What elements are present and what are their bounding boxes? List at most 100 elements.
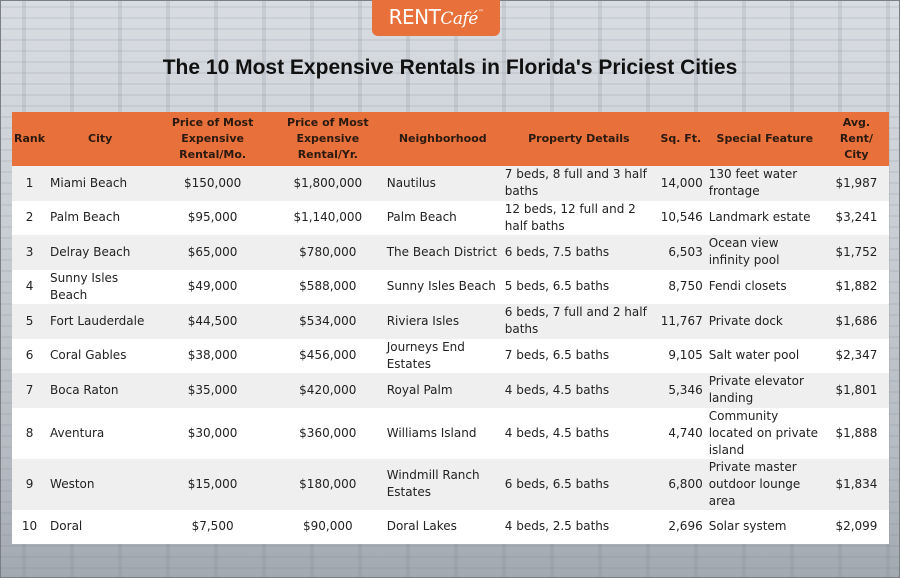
header-price-month: Price of Most Expensive Rental/Mo. [171,116,254,161]
header-property-details: Property Details [528,132,630,145]
cell-neighborhood: Journeys End Estates [386,339,465,371]
cell-special-feature: Private master outdoor lounge area [708,459,801,508]
header-avg-rent: Avg. Rent/ City [839,116,873,161]
cell-price-month: $15,000 [187,476,238,491]
cell-sq-ft: 6,800 [668,476,703,491]
rentcafe-logo: RENTCafé™ [372,0,500,36]
cell-rank: 10 [21,519,38,534]
cell-price-year: $360,000 [299,425,357,440]
cell-avg-rent: $1,834 [835,476,878,491]
cell-sq-ft: 9,105 [668,348,703,363]
cell-property-details: 4 beds, 4.5 baths [504,425,610,440]
cell-sq-ft: 2,696 [668,519,703,534]
cell-price-month: $150,000 [183,175,242,190]
cell-rank: 5 [25,313,34,328]
cell-price-month: $30,000 [187,425,238,440]
cell-price-year: $180,000 [299,476,357,491]
table-row: 1 Miami Beach $150,000 $1,800,000 Nautilus 7 … [12,166,889,201]
table-row: 9 Weston $15,000 $180,000 Windmill Ranch Est… [12,458,889,510]
cell-avg-rent: $1,888 [835,425,878,440]
logo-rent: RENT [388,5,441,29]
cell-avg-rent: $2,347 [835,348,878,363]
cell-price-year: $90,000 [303,519,353,534]
cell-property-details: 6 beds, 7.5 baths [504,244,610,259]
table-header: Rank City Price of Most Expensive Rental/M… [12,112,889,166]
cell-city: Delray Beach [50,244,131,259]
header-city: City [88,132,113,145]
cell-special-feature: Ocean view infinity pool [708,236,780,268]
cell-city: Palm Beach [50,210,121,225]
cell-price-year: $420,000 [299,382,357,397]
cell-neighborhood: Royal Palm [386,382,453,397]
table-row: 5 Fort Lauderdale $44,500 $534,000 Riviera I… [12,304,889,339]
table-row: 7 Boca Raton $35,000 $420,000 Royal Palm 4 be… [12,373,889,408]
cell-price-month: $95,000 [187,210,238,225]
header-neighborhood: Neighborhood [398,132,487,145]
cell-rank: 2 [25,210,34,225]
cell-neighborhood: Windmill Ranch Estates [386,468,480,499]
cell-city: Coral Gables [50,348,127,363]
cell-neighborhood: Nautilus [386,175,436,190]
table-row: 3 Delray Beach $65,000 $780,000 The Beach Di… [12,235,889,270]
page-title: The 10 Most Expensive Rentals in Florida… [162,56,738,79]
cell-special-feature: Salt water pool [708,348,800,363]
cell-property-details: 4 beds, 4.5 baths [504,382,610,397]
cell-price-month: $7,500 [191,519,234,534]
cell-city: Miami Beach [50,175,128,190]
cell-avg-rent: $3,241 [835,210,878,225]
cell-neighborhood: Palm Beach [386,210,457,225]
cell-neighborhood: Williams Island [386,425,477,440]
table-row: 8 Aventura $30,000 $360,000 Williams Island 4… [12,407,889,459]
table-row: 10 Doral $7,500 $90,000 Doral Lakes 4 beds, 2… [12,509,889,544]
header-rank: Rank [14,132,46,145]
cell-rank: 1 [25,175,34,190]
cell-special-feature: 130 feet water frontage [708,167,798,199]
cell-rank: 8 [25,425,34,440]
logo-tm: ™ [477,9,484,16]
header-special-feature: Special Feature [716,132,814,145]
rentals-table: Rank City Price of Most Expensive Rental/M… [12,112,889,544]
cell-city: Aventura [50,425,105,440]
header-price-year: Price of Most Expensive Rental/Yr. [287,116,369,161]
cell-city: Sunny Isles Beach [50,270,119,302]
cell-price-year: $1,140,000 [293,210,363,225]
cell-price-year: $456,000 [299,348,357,363]
cell-avg-rent: $1,987 [835,175,878,190]
cell-price-month: $35,000 [187,382,238,397]
cell-special-feature: Community located on private island [708,408,819,457]
cell-avg-rent: $2,099 [835,519,878,534]
cell-special-feature: Landmark estate [708,210,811,225]
cell-price-month: $65,000 [187,244,238,259]
cell-rank: 3 [25,244,34,259]
cell-price-month: $44,500 [187,313,238,328]
table-row: 4 Sunny Isles Beach $49,000 $588,000 Sunny I… [12,269,889,304]
cell-price-year: $534,000 [299,313,357,328]
header-sq-ft: Sq. Ft. [660,132,702,145]
cell-neighborhood: Doral Lakes [386,519,457,534]
cell-property-details: 4 beds, 2.5 baths [504,519,610,534]
cell-price-month: $49,000 [187,279,238,294]
table-row: 2 Palm Beach $95,000 $1,140,000 Palm Beach 12… [12,200,889,235]
cell-avg-rent: $1,801 [835,382,878,397]
cell-sq-ft: 8,750 [668,279,703,294]
cell-property-details: 6 beds, 7 full and 2 half baths [504,305,647,337]
cell-city: Boca Raton [50,382,119,397]
cell-price-year: $588,000 [299,279,357,294]
cell-avg-rent: $1,882 [835,279,878,294]
logo-cafe: Café [440,9,478,29]
cell-price-year: $780,000 [299,244,357,259]
cell-sq-ft: 10,546 [660,210,703,225]
cell-neighborhood: The Beach District [386,244,497,259]
cell-rank: 4 [25,279,34,294]
cell-sq-ft: 6,503 [668,244,703,259]
cell-city: Weston [50,476,95,491]
cell-avg-rent: $1,686 [835,313,878,328]
cell-sq-ft: 5,346 [668,382,703,397]
cell-city: Fort Lauderdale [50,313,145,328]
cell-property-details: 6 beds, 6.5 baths [504,476,610,491]
cell-price-month: $38,000 [187,348,238,363]
cell-city: Doral [50,519,83,534]
cell-neighborhood: Sunny Isles Beach [386,279,496,294]
table-row: 6 Coral Gables $38,000 $456,000 Journeys End… [12,338,889,373]
cell-rank: 6 [25,348,34,363]
